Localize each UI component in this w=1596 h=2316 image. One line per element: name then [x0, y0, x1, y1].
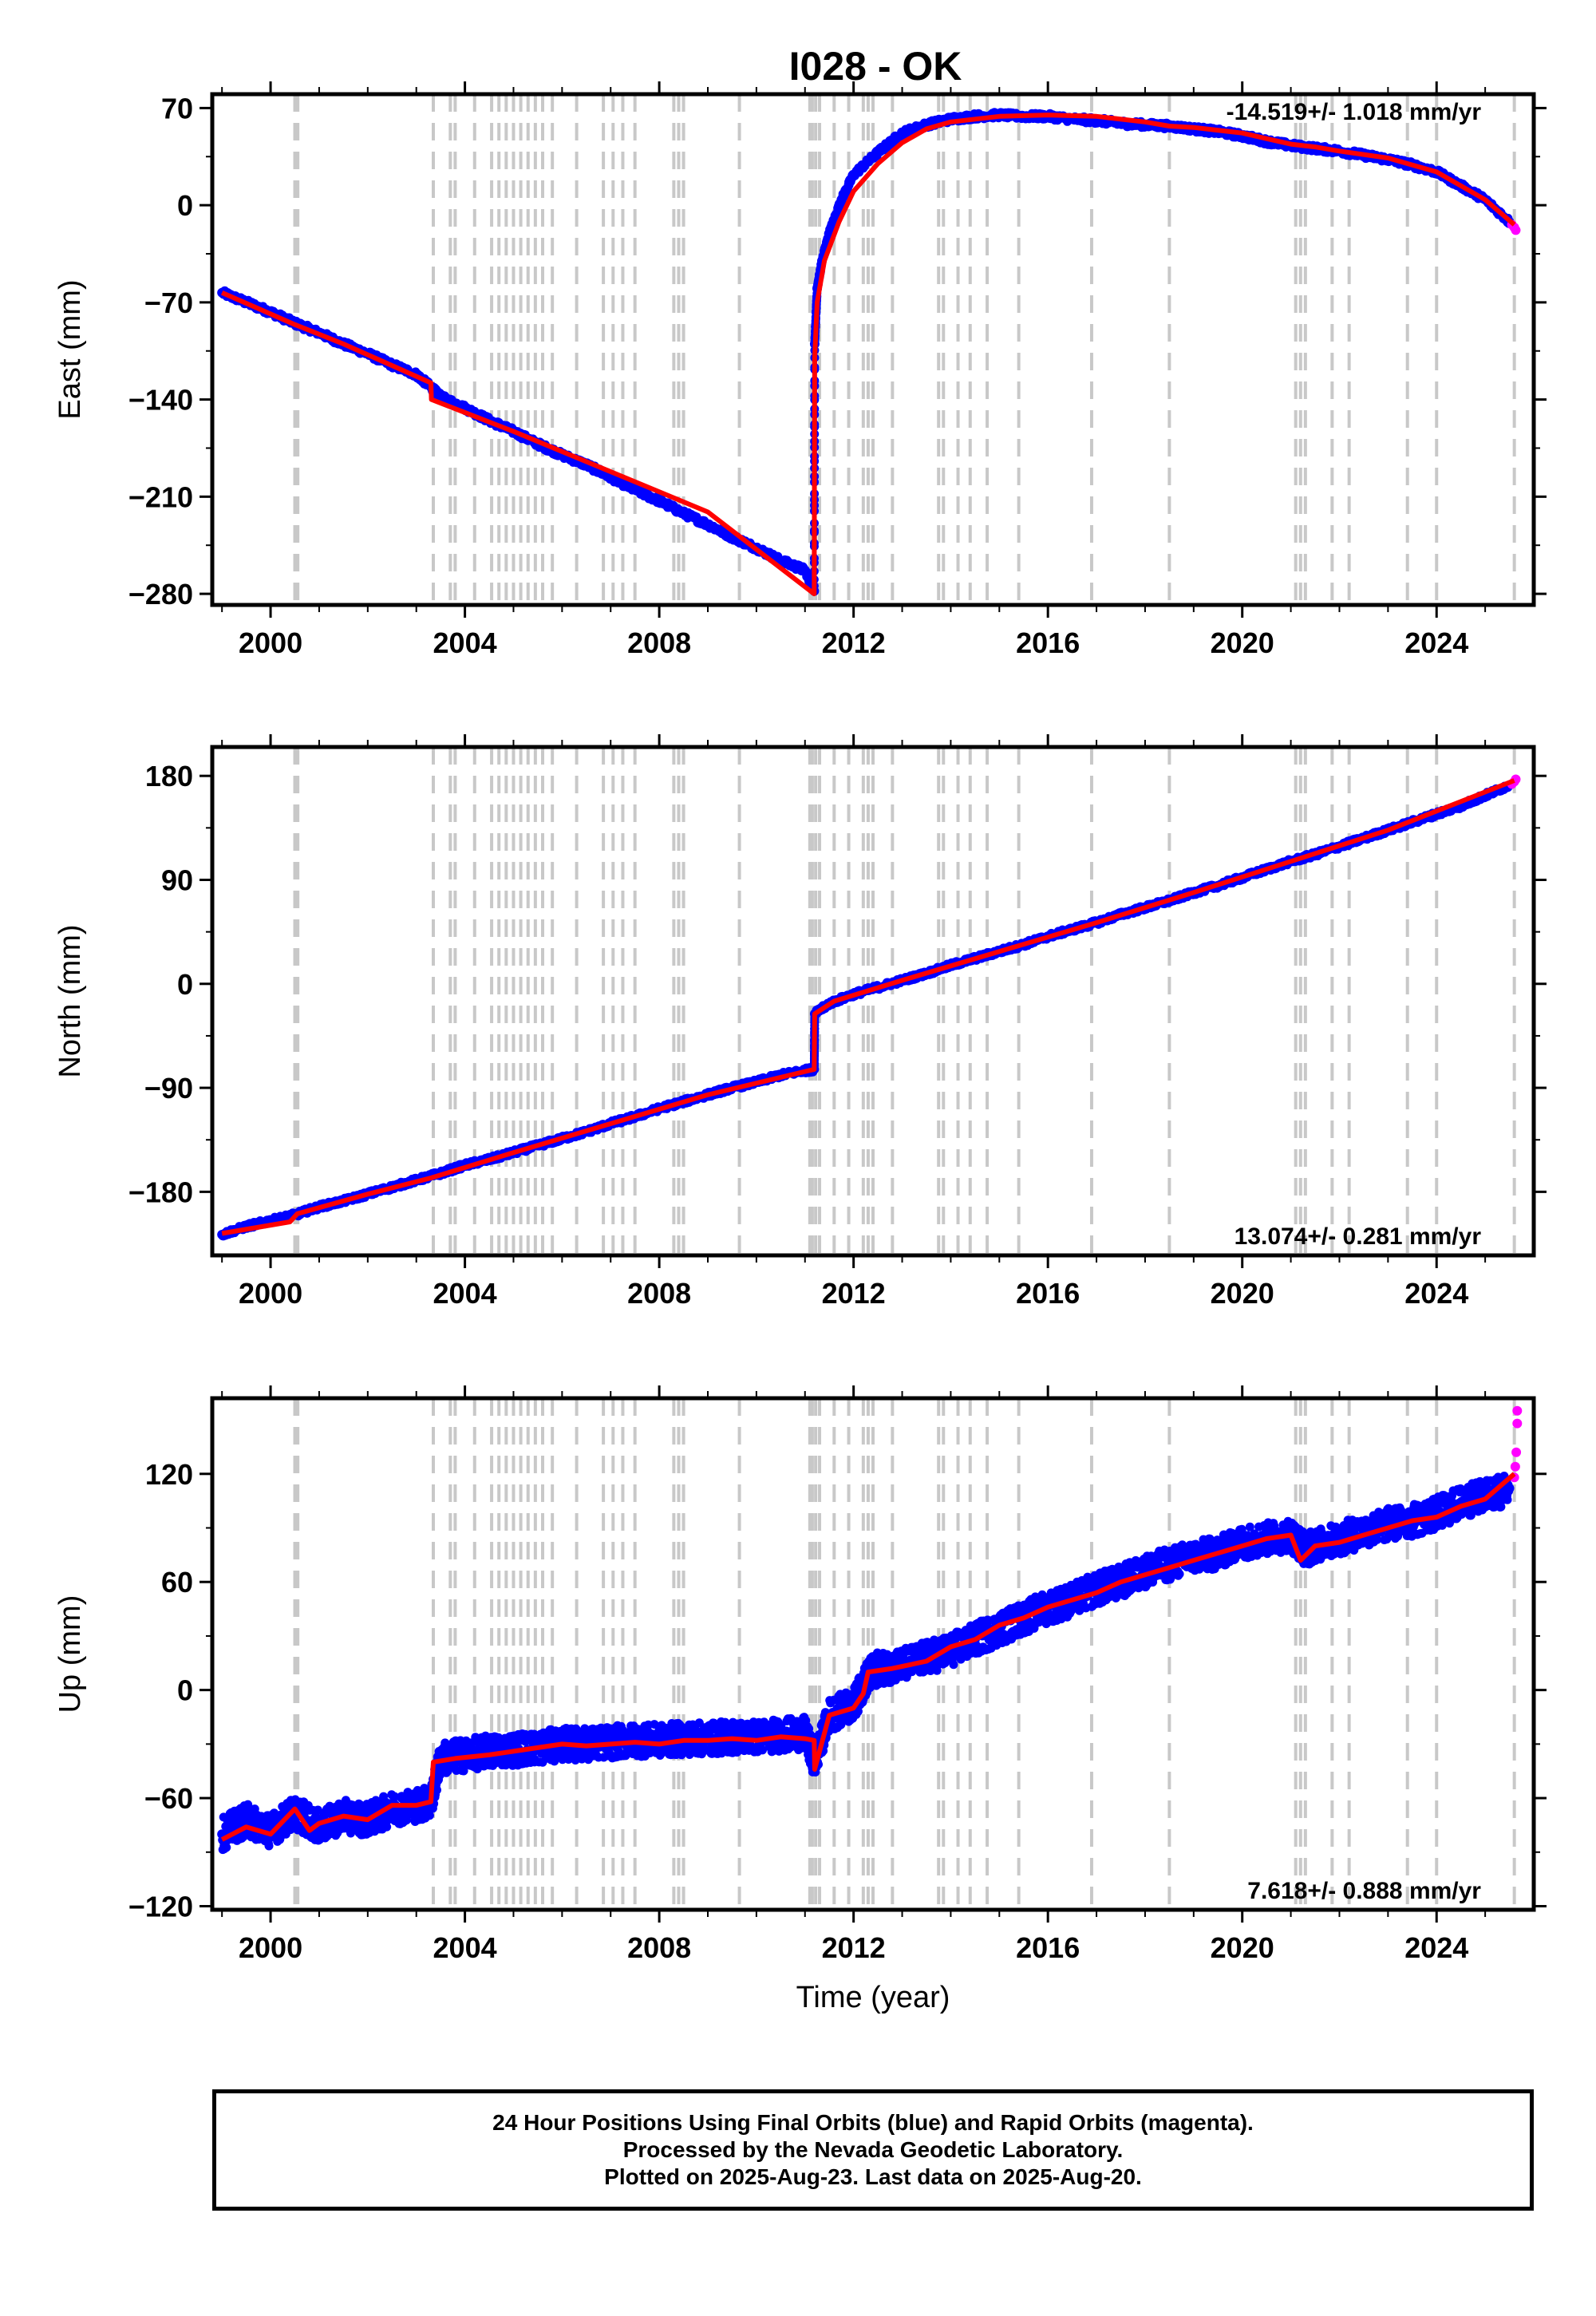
up-data-point — [389, 1792, 399, 1801]
east-panel: 70 0 −70 −140 −210 −280 2000 2004 2008 2012 2016 20… — [53, 81, 1547, 659]
x-tick-label: 2000 — [239, 1277, 302, 1310]
north-frame — [210, 745, 1536, 1258]
east-plot-area — [217, 94, 1521, 605]
up-data-point — [425, 1811, 434, 1820]
x-tick-label: 2020 — [1211, 1277, 1274, 1310]
y-tick-label: 70 — [161, 92, 193, 124]
x-tick-label: 2004 — [433, 1277, 497, 1310]
north-plot-area — [217, 747, 1521, 1255]
y-tick-label: −180 — [128, 1176, 193, 1208]
x-tick-label: 2016 — [1016, 1277, 1080, 1310]
east-rapid-point — [1511, 225, 1521, 235]
north-model-line — [221, 778, 1515, 1236]
x-tick-label: 2004 — [433, 626, 497, 659]
x-tick-label: 2008 — [627, 626, 691, 659]
y-tick-label: −70 — [144, 287, 193, 319]
x-tick-label: 2012 — [822, 626, 886, 659]
figure-title: I028 - OK — [789, 44, 962, 89]
x-tick-label: 2016 — [1016, 626, 1080, 659]
y-tick-label: 0 — [177, 189, 193, 222]
x-tick-label: 2024 — [1404, 1277, 1468, 1310]
east-model-line — [220, 113, 1516, 597]
north-y-axis-label: North (mm) — [53, 924, 87, 1077]
up-plot-area — [217, 1398, 1523, 1910]
y-tick-label: 180 — [145, 760, 193, 792]
up-data-point — [222, 1843, 231, 1852]
y-tick-label: 0 — [177, 968, 193, 1001]
north-rate-label: 13.074+/- 0.281 mm/yr — [1235, 1223, 1482, 1250]
east-y-axis-label: East (mm) — [53, 279, 87, 419]
x-tick-label: 2000 — [239, 626, 302, 659]
up-data-point — [264, 1841, 274, 1851]
x-tick-label: 2008 — [627, 1277, 691, 1310]
x-tick-label: 2020 — [1211, 626, 1274, 659]
y-tick-label: 90 — [161, 864, 193, 896]
x-tick-label: 2024 — [1404, 626, 1468, 659]
north-panel: 180 90 0 −90 −180 2000 2004 2008 2012 2016 2020 202… — [53, 734, 1547, 1310]
up-data-point — [459, 1766, 468, 1776]
y-tick-label: −90 — [144, 1072, 193, 1105]
x-tick-label: 2012 — [822, 1277, 886, 1310]
y-tick-label: −140 — [128, 384, 193, 417]
east-rate-label: -14.519+/- 1.018 mm/yr — [1227, 99, 1482, 125]
y-tick-label: −280 — [128, 578, 193, 611]
up-data-point — [382, 1822, 392, 1832]
y-tick-label: −210 — [128, 480, 193, 513]
up-data-point — [432, 1785, 441, 1795]
east-frame — [210, 92, 1536, 607]
